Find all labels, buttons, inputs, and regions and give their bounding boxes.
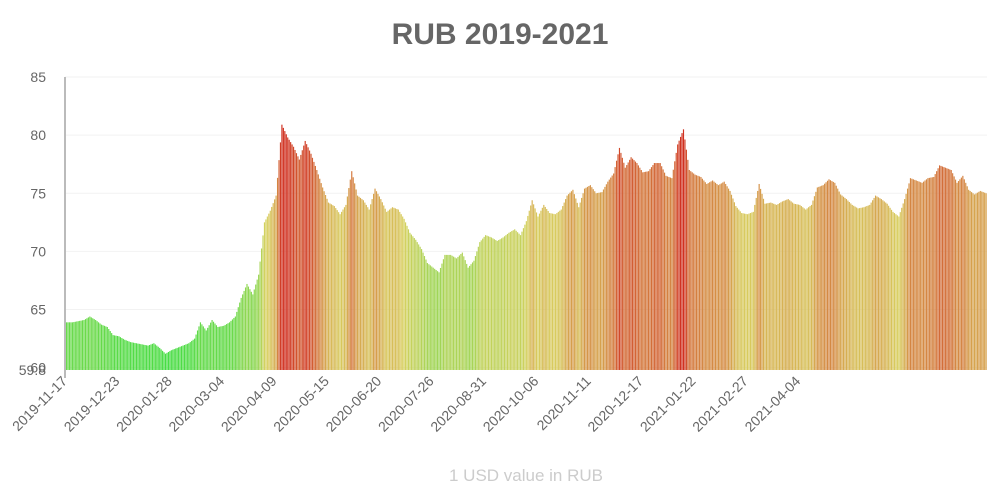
x-tick-label: 2020-05-15 [270, 373, 332, 435]
x-tick-label: 2020-07-26 [375, 373, 437, 435]
x-tick-label: 2021-04-04 [741, 373, 803, 435]
x-tick-label: 2020-01-28 [113, 373, 175, 435]
y-tick-label: 75 [30, 185, 46, 201]
y-tick-label: 85 [30, 69, 46, 85]
y-tick-label: 80 [30, 127, 46, 143]
y-tick-label: 59.8 [19, 362, 46, 378]
x-axis-label: 1 USD value in RUB [448, 466, 603, 485]
x-tick-label: 2020-03-04 [165, 373, 227, 435]
bars [66, 124, 987, 371]
x-tick-label: 2021-02-27 [689, 373, 751, 435]
x-tick-label: 2020-06-20 [322, 373, 384, 435]
x-axis-ticks: 2019-11-172019-12-232020-01-282020-03-04… [9, 373, 804, 435]
y-tick-label: 60 [30, 360, 46, 376]
x-tick-label: 2020-12-17 [584, 373, 646, 435]
x-tick-label: 2020-10-06 [480, 373, 542, 435]
y-tick-label: 65 [30, 302, 46, 318]
x-tick-label: 2020-08-31 [427, 373, 489, 435]
y-axis-ticks: 59.860 65 70 75 80 85 [19, 69, 46, 378]
x-tick-label: 2020-04-09 [218, 373, 280, 435]
chart-title: RUB 2019-2021 [391, 18, 609, 51]
x-tick-label: 2019-12-23 [61, 373, 123, 435]
x-tick-label: 2021-01-22 [637, 373, 699, 435]
y-tick-label: 70 [30, 243, 46, 259]
